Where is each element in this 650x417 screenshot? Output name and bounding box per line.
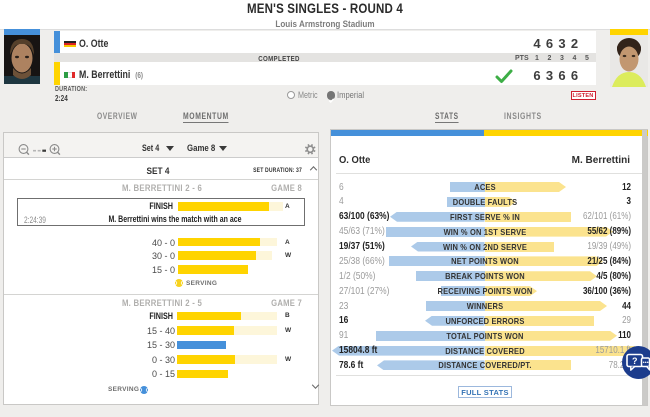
svg-text:?: ? [632, 356, 638, 366]
